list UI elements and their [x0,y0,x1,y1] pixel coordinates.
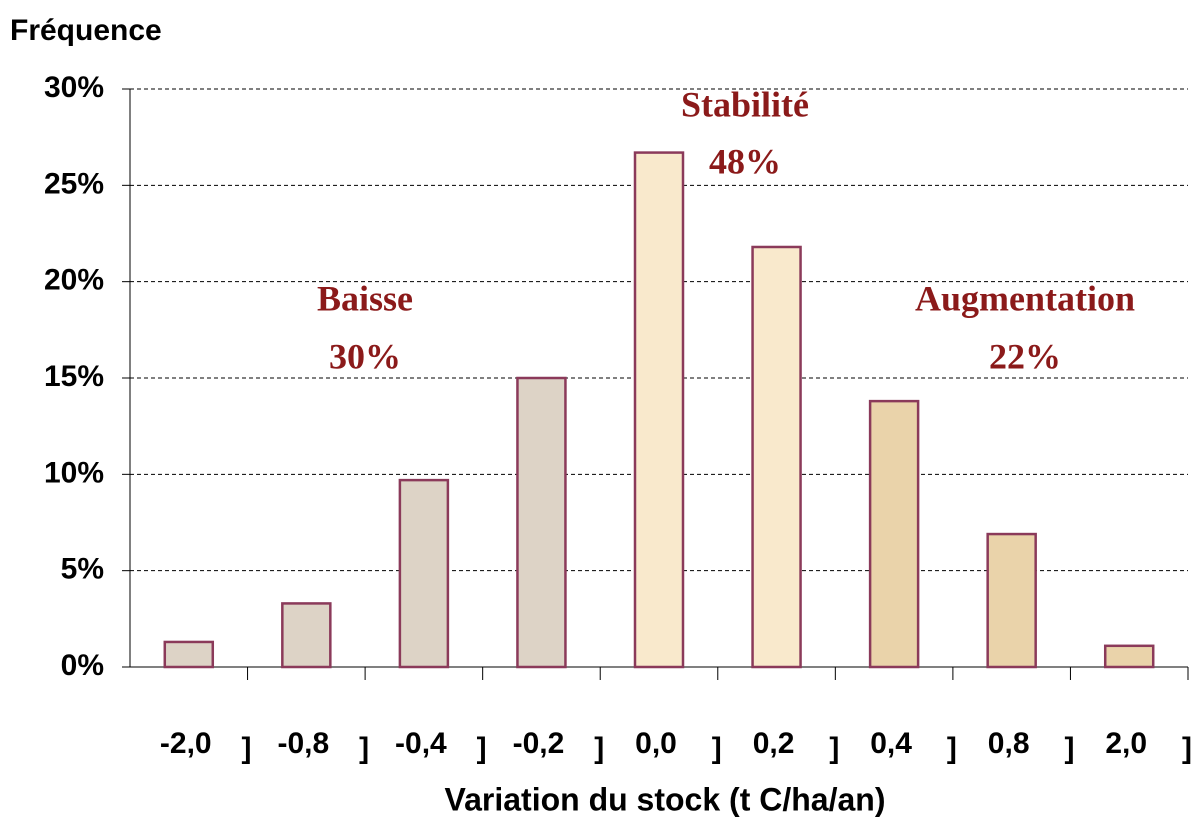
bar [163,640,215,669]
annotation: Stabilité [681,84,809,124]
bracket-label: ] [947,732,957,765]
y-tick-label: 20% [44,264,104,297]
bracket-label: ] [477,732,487,765]
bar [868,399,920,669]
bracket-label: ] [594,732,604,765]
y-axis-label: Fréquence [10,14,162,47]
x-tick-label: 2,0 [1105,727,1147,760]
bar [398,478,450,669]
bracket-label: ] [1064,732,1074,765]
annotation-value: 30% [329,336,401,376]
y-tick-label: 25% [44,167,104,200]
x-tick-label: -0,4 [395,727,447,760]
x-tick-label: 0,2 [753,727,795,760]
bracket-label: ] [1182,732,1192,765]
y-tick-label: 0% [61,649,104,682]
bar [986,532,1037,669]
bar [751,245,802,669]
bar [281,602,332,669]
y-tick-label: 10% [44,456,104,489]
x-tick-label: -0,8 [277,727,329,760]
y-tick-label: 15% [44,360,104,393]
annotation: Baisse [317,278,413,318]
x-tick-label: 0,8 [988,727,1030,760]
x-tick-label: 0,0 [635,727,677,760]
bracket-label: ] [242,732,252,765]
bar [1103,644,1155,669]
y-tick-label: 5% [61,553,104,586]
annotation-value: 22% [989,336,1061,376]
x-axis-label: Variation du stock (t C/ha/an) [445,781,886,817]
annotation-value: 48% [709,141,781,181]
x-tick-label: -0,2 [513,727,565,760]
bracket-label: ] [712,732,722,765]
bar [516,376,567,669]
x-tick-label: 0,4 [870,727,912,760]
bar [633,151,685,669]
bracket-label: ] [829,732,839,765]
y-tick-label: 30% [44,71,104,104]
bracket-label: ] [359,732,369,765]
annotation: Augmentation [915,278,1135,318]
x-tick-label: -2,0 [160,727,212,760]
